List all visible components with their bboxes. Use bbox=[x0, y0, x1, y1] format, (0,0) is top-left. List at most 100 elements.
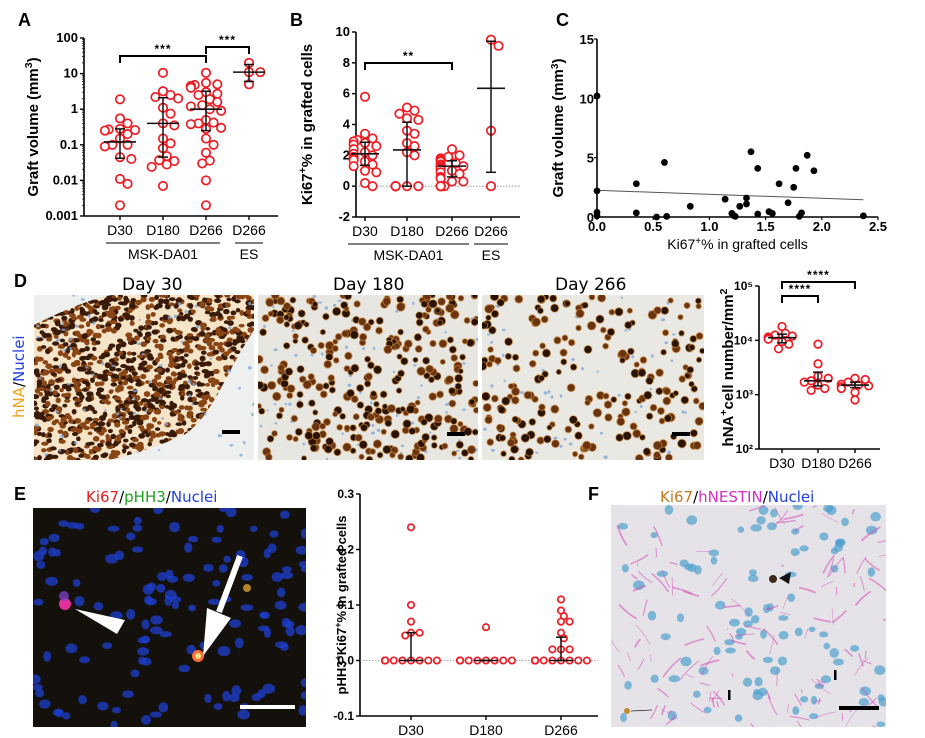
blue-nucleus bbox=[483, 427, 487, 431]
nucleus bbox=[133, 404, 139, 409]
nucleus bbox=[125, 332, 132, 338]
stained-nucleus bbox=[467, 445, 476, 454]
blue-nucleus bbox=[132, 524, 143, 532]
blue-nucleus bbox=[332, 303, 337, 307]
stained-nucleus bbox=[639, 434, 646, 440]
data-point bbox=[593, 187, 601, 195]
blue-nucleus bbox=[222, 690, 231, 702]
blue-nucleus bbox=[769, 666, 781, 675]
nucleus bbox=[205, 382, 211, 387]
arrowhead-icon bbox=[75, 609, 125, 634]
nucleus bbox=[190, 309, 196, 314]
data-point bbox=[99, 141, 110, 152]
nucleus bbox=[101, 376, 109, 382]
y-axis-label: hNA+cell number/mm2 bbox=[718, 288, 737, 446]
nucleus bbox=[151, 329, 159, 335]
nucleus bbox=[140, 296, 147, 303]
stained-nucleus bbox=[482, 322, 488, 329]
y-axis-label: pHH3+Ki67+% in grafted cells bbox=[333, 516, 349, 695]
stained-nucleus bbox=[438, 298, 446, 306]
stained-nucleus bbox=[529, 360, 536, 367]
data-point bbox=[661, 159, 668, 166]
nucleus bbox=[149, 303, 154, 309]
data-point bbox=[454, 150, 465, 161]
stained-nucleus bbox=[677, 439, 686, 448]
data-point bbox=[359, 91, 371, 102]
nucleus bbox=[40, 345, 47, 349]
blue-nucleus bbox=[547, 390, 551, 394]
nucleus bbox=[177, 415, 185, 422]
stained-nucleus bbox=[696, 303, 701, 309]
nestin-fiber bbox=[630, 554, 649, 565]
stained-nucleus bbox=[286, 434, 293, 441]
blue-nucleus bbox=[749, 569, 757, 576]
stained-nucleus bbox=[671, 340, 679, 348]
data-point bbox=[114, 94, 126, 105]
nucleus bbox=[140, 373, 147, 380]
stained-nucleus bbox=[496, 424, 503, 431]
nucleus bbox=[37, 455, 42, 460]
blue-nucleus bbox=[291, 330, 295, 333]
stained-nucleus bbox=[653, 441, 662, 450]
stained-nucleus bbox=[305, 431, 313, 440]
stained-nucleus bbox=[486, 315, 491, 321]
nestin-fiber bbox=[789, 715, 810, 721]
blue-nucleus bbox=[36, 335, 40, 339]
stained-nucleus bbox=[320, 329, 326, 335]
nucleus bbox=[110, 320, 118, 325]
nucleus bbox=[55, 378, 63, 382]
blue-nucleus bbox=[762, 656, 774, 664]
data-point bbox=[485, 181, 497, 192]
stained-nucleus bbox=[464, 317, 470, 324]
stained-nucleus bbox=[547, 425, 552, 430]
data-point bbox=[173, 93, 184, 104]
nucleus bbox=[187, 295, 193, 300]
blue-nucleus bbox=[649, 387, 653, 391]
nestin-fiber bbox=[794, 693, 802, 706]
stained-nucleus bbox=[488, 355, 496, 363]
stained-nucleus bbox=[335, 333, 342, 340]
blue-nucleus bbox=[503, 379, 506, 383]
stained-nucleus bbox=[627, 308, 633, 313]
nucleus bbox=[41, 396, 50, 401]
stained-nucleus bbox=[258, 355, 263, 364]
blue-nucleus bbox=[192, 382, 196, 387]
blue-nucleus bbox=[443, 331, 447, 334]
stained-nucleus bbox=[391, 430, 400, 439]
stained-nucleus bbox=[267, 381, 276, 390]
nucleus bbox=[71, 351, 77, 358]
blue-nucleus bbox=[501, 353, 505, 358]
nucleus bbox=[219, 347, 225, 353]
nucleus bbox=[120, 433, 126, 438]
y-axis-label-part: ) bbox=[550, 59, 567, 64]
blue-nucleus bbox=[599, 431, 604, 435]
stained-nucleus bbox=[596, 391, 605, 400]
nestin-fiber bbox=[671, 576, 674, 596]
nucleus bbox=[223, 365, 231, 371]
data-point bbox=[381, 656, 390, 665]
y-axis-label-part: + bbox=[333, 622, 343, 627]
y-axis-label-part: 3 bbox=[550, 63, 561, 69]
nucleus bbox=[86, 328, 93, 333]
blue-nucleus bbox=[487, 333, 491, 336]
nestin-fiber bbox=[661, 570, 671, 589]
stained-nucleus bbox=[617, 417, 625, 426]
nestin-fiber bbox=[859, 575, 865, 591]
stained-nucleus bbox=[346, 389, 355, 397]
blue-nucleus bbox=[650, 674, 659, 683]
nucleus bbox=[86, 391, 94, 397]
nucleus bbox=[145, 336, 152, 341]
nestin-fiber bbox=[868, 577, 886, 592]
data-point bbox=[406, 600, 416, 610]
stained-nucleus bbox=[638, 369, 646, 377]
data-point bbox=[663, 213, 671, 220]
nestin-fiber bbox=[662, 657, 682, 678]
blue-nucleus bbox=[298, 602, 306, 612]
y-tick-label: -2 bbox=[338, 209, 350, 224]
stained-nucleus bbox=[699, 402, 704, 410]
blue-nucleus bbox=[158, 364, 163, 367]
y-axis-label-part: ) bbox=[25, 57, 42, 62]
blue-nucleus bbox=[158, 397, 162, 400]
nucleus bbox=[68, 323, 76, 330]
